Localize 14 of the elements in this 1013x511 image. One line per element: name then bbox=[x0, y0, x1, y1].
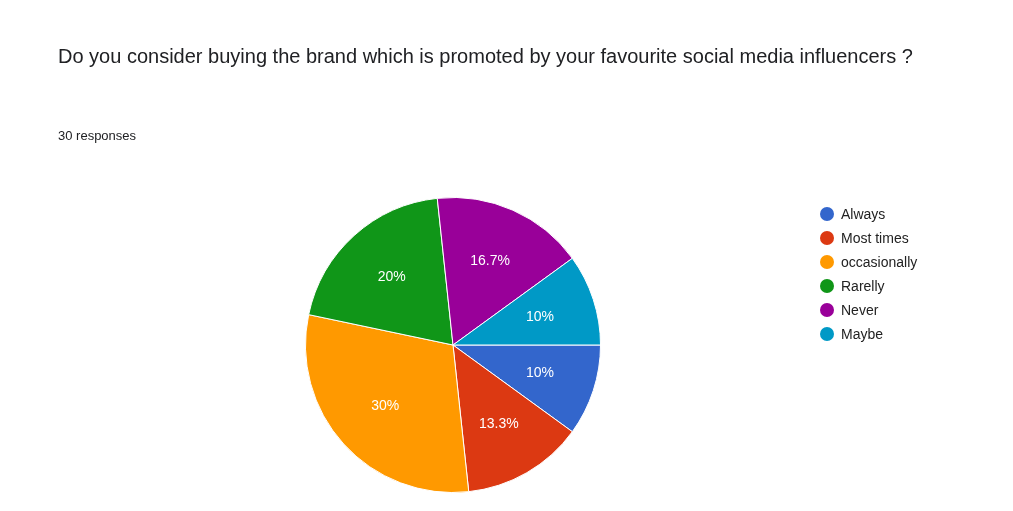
chart-title: Do you consider buying the brand which is promoted by your favourite social media influencers ? bbox=[58, 44, 914, 69]
data-label: 30% bbox=[371, 397, 400, 414]
legend-label: occasionally bbox=[841, 254, 918, 270]
data-label: 20% bbox=[377, 268, 406, 285]
data-label: 13.3% bbox=[478, 415, 519, 432]
legend-label: Always bbox=[841, 206, 886, 222]
text: 30 responses bbox=[58, 128, 137, 143]
legend-label: Maybe bbox=[841, 326, 884, 342]
data-label: 10% bbox=[525, 307, 554, 324]
legend-label: Never bbox=[841, 302, 879, 318]
legend-label: Rarelly bbox=[841, 278, 885, 294]
data-label: 16.7% bbox=[470, 252, 510, 269]
legend-label: Most times bbox=[841, 230, 909, 246]
data-label: 10% bbox=[525, 364, 554, 381]
